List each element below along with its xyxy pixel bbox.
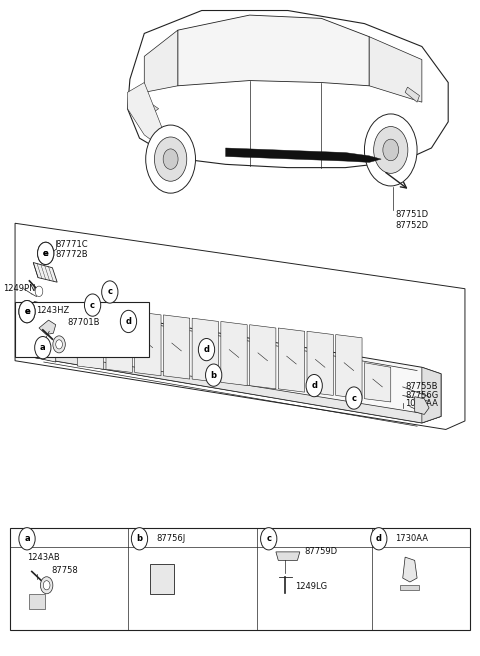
Polygon shape	[163, 315, 190, 379]
Text: 1243HZ: 1243HZ	[36, 306, 70, 315]
Polygon shape	[34, 351, 441, 423]
Text: 1243AB: 1243AB	[27, 552, 60, 562]
Text: a: a	[40, 343, 46, 352]
Polygon shape	[128, 10, 448, 168]
Polygon shape	[278, 328, 305, 392]
Polygon shape	[403, 557, 417, 582]
Circle shape	[19, 527, 35, 550]
Text: 1730AA: 1730AA	[396, 534, 429, 543]
Polygon shape	[192, 318, 218, 382]
Circle shape	[35, 286, 43, 297]
Circle shape	[84, 294, 101, 316]
Polygon shape	[77, 305, 104, 369]
Polygon shape	[137, 102, 158, 119]
Circle shape	[19, 300, 35, 323]
Polygon shape	[369, 37, 422, 102]
Text: c: c	[266, 534, 271, 543]
Circle shape	[120, 310, 137, 333]
Circle shape	[364, 114, 417, 186]
Text: 87701B: 87701B	[68, 318, 100, 327]
Polygon shape	[405, 87, 420, 102]
Text: 87751D
87752D: 87751D 87752D	[396, 210, 429, 230]
Circle shape	[132, 527, 148, 550]
Circle shape	[37, 242, 54, 264]
Text: 87755B: 87755B	[405, 382, 438, 392]
Polygon shape	[276, 552, 300, 560]
Text: c: c	[351, 394, 357, 403]
Polygon shape	[15, 223, 465, 430]
Text: 1249PN: 1249PN	[3, 284, 36, 293]
Polygon shape	[34, 302, 441, 423]
Circle shape	[346, 387, 362, 409]
Text: d: d	[311, 381, 317, 390]
FancyBboxPatch shape	[29, 594, 45, 609]
Polygon shape	[34, 302, 56, 362]
Text: c: c	[90, 300, 95, 310]
Text: e: e	[43, 249, 48, 258]
Polygon shape	[250, 325, 276, 389]
FancyBboxPatch shape	[15, 302, 149, 358]
Text: e: e	[24, 307, 30, 316]
Polygon shape	[128, 83, 173, 156]
Circle shape	[373, 127, 408, 173]
Text: 87771C
87772B: 87771C 87772B	[56, 239, 88, 259]
Circle shape	[155, 137, 187, 181]
Polygon shape	[422, 367, 441, 423]
Text: b: b	[211, 371, 216, 380]
Text: 87758: 87758	[51, 565, 78, 575]
Circle shape	[40, 577, 53, 594]
Polygon shape	[307, 331, 333, 396]
Text: d: d	[204, 345, 209, 354]
Circle shape	[146, 125, 195, 193]
Text: 87756G: 87756G	[405, 391, 438, 400]
Circle shape	[261, 527, 277, 550]
Polygon shape	[221, 321, 247, 386]
Text: 87756J: 87756J	[156, 534, 185, 543]
Text: e: e	[24, 307, 30, 316]
Text: b: b	[136, 534, 143, 543]
Text: d: d	[125, 317, 132, 326]
Circle shape	[53, 336, 65, 353]
Text: d: d	[376, 534, 382, 543]
Circle shape	[198, 338, 215, 361]
Text: 1249LG: 1249LG	[295, 582, 327, 591]
Polygon shape	[415, 397, 429, 415]
Circle shape	[383, 139, 399, 161]
Polygon shape	[226, 148, 381, 163]
FancyBboxPatch shape	[151, 564, 174, 594]
Text: 87759D: 87759D	[305, 547, 338, 556]
Polygon shape	[364, 363, 391, 402]
Circle shape	[56, 340, 62, 349]
Circle shape	[306, 375, 323, 397]
Text: c: c	[108, 287, 112, 297]
Circle shape	[163, 149, 178, 169]
Circle shape	[102, 281, 118, 303]
Circle shape	[19, 300, 35, 323]
Polygon shape	[39, 320, 56, 335]
Polygon shape	[178, 15, 369, 86]
Text: 1031AA: 1031AA	[405, 400, 438, 409]
Polygon shape	[33, 262, 57, 282]
Polygon shape	[135, 312, 161, 376]
Circle shape	[43, 581, 50, 590]
Polygon shape	[106, 308, 132, 373]
Polygon shape	[336, 335, 362, 399]
Circle shape	[205, 364, 222, 386]
Circle shape	[371, 527, 387, 550]
Text: a: a	[24, 534, 30, 543]
FancyBboxPatch shape	[10, 527, 470, 630]
Text: e: e	[43, 249, 48, 258]
Polygon shape	[144, 30, 178, 92]
Circle shape	[35, 337, 51, 359]
Circle shape	[37, 242, 54, 264]
Polygon shape	[400, 584, 420, 590]
